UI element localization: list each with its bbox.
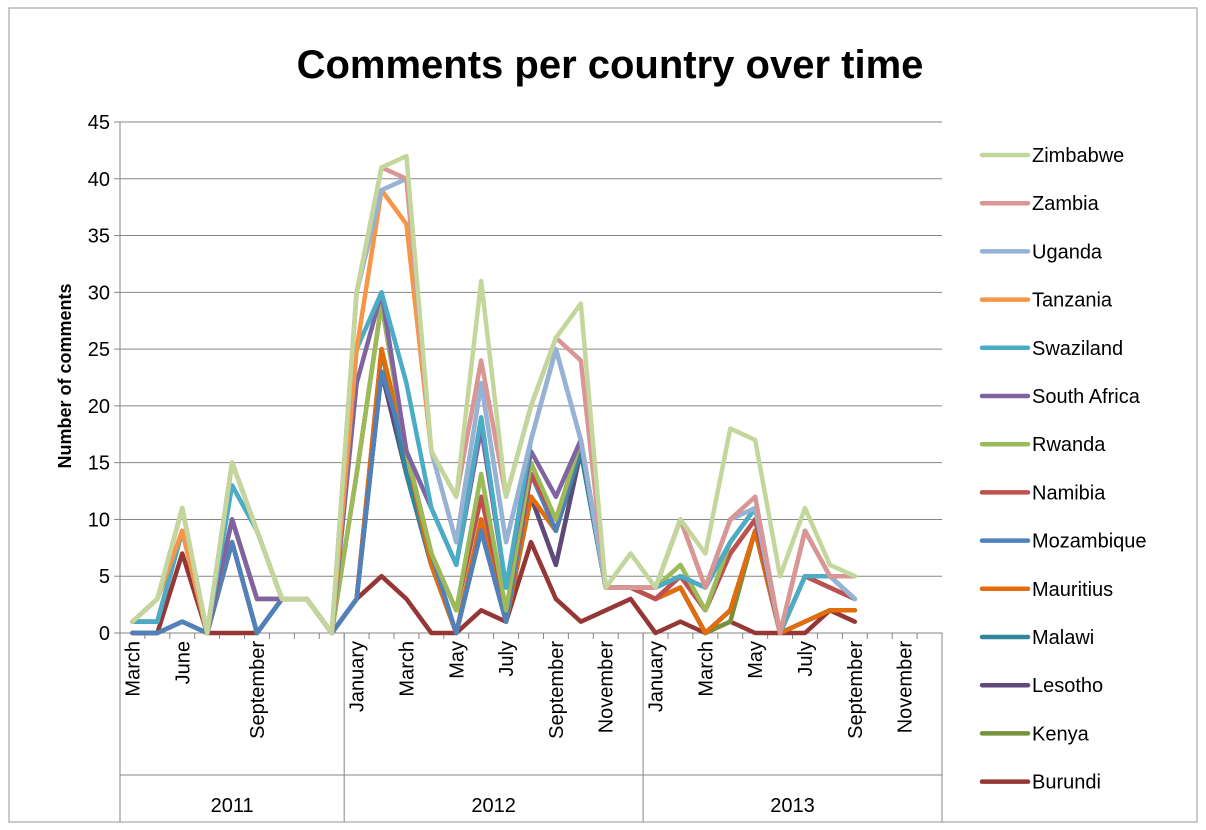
legend-entry: Swaziland <box>1032 338 1123 360</box>
x-tick-label: September <box>845 641 867 739</box>
x-tick-label: July <box>496 641 518 677</box>
legend-entry: Namibia <box>1032 482 1106 504</box>
chart-title: Comments per country over time <box>297 43 924 87</box>
y-tick-label: 15 <box>88 453 110 475</box>
y-tick-label: 10 <box>88 509 110 531</box>
year-group-labels: 2011 2012 2013 <box>211 795 815 817</box>
legend-entry: Mauritius <box>1032 579 1113 601</box>
legend-entry: Malawi <box>1032 627 1094 649</box>
y-tick-label: 35 <box>88 226 110 248</box>
x-tick-labels: March June September January March May July Sep… <box>122 641 916 739</box>
x-tick-label: March <box>695 641 717 697</box>
legend: Zimbabwe Zambia Uganda Tanzania Swaziland Sou… <box>979 145 1147 794</box>
legend-entry: Tanzania <box>1032 290 1113 312</box>
x-tick-label: July <box>795 641 817 677</box>
legend-entry: Kenya <box>1032 723 1090 745</box>
y-tick-labels: 0 5 10 15 20 25 30 35 40 45 <box>88 112 110 645</box>
legend-entry: Mozambique <box>1032 531 1147 553</box>
x-tick-label: January <box>347 641 369 712</box>
x-tick-label: May <box>446 641 468 679</box>
legend-entry: Lesotho <box>1032 675 1103 697</box>
x-tick-label: September <box>546 641 568 739</box>
legend-entry: Uganda <box>1032 241 1103 263</box>
y-tick-label: 0 <box>99 623 110 645</box>
x-tick-label: June <box>172 641 194 684</box>
series-lines <box>130 153 858 636</box>
x-tick-label: March <box>396 641 418 697</box>
y-tick-label: 30 <box>88 282 110 304</box>
y-tick-label: 40 <box>88 169 110 191</box>
x-tick-label: November <box>596 641 618 734</box>
year-label: 2013 <box>770 795 815 817</box>
y-tick-label: 20 <box>88 396 110 418</box>
legend-entry: Zambia <box>1032 193 1100 215</box>
year-label: 2012 <box>471 795 516 817</box>
y-tick-label: 25 <box>88 339 110 361</box>
legend-entry: Burundi <box>1032 772 1101 794</box>
x-tick-label: January <box>646 641 668 712</box>
series-line-zimbabwe <box>130 153 858 636</box>
legend-entry: Zimbabwe <box>1032 145 1124 167</box>
legend-entry: South Africa <box>1032 386 1141 408</box>
x-tick-label: May <box>745 641 767 679</box>
x-tick-label: September <box>247 641 269 739</box>
x-tick-label: March <box>122 641 144 697</box>
y-tick-label: 45 <box>88 112 110 134</box>
year-label: 2011 <box>211 795 254 817</box>
x-tick-label: November <box>895 641 917 734</box>
series-line-burundi <box>130 539 858 636</box>
legend-entry: Rwanda <box>1032 434 1106 456</box>
y-tick-label: 5 <box>99 566 110 588</box>
y-axis-label: Number of comments <box>55 283 75 468</box>
